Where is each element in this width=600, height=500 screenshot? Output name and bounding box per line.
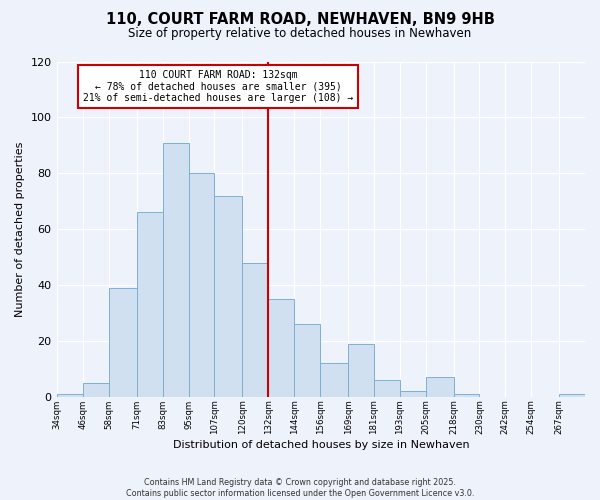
Bar [559, 394, 585, 397]
Bar [242, 262, 268, 397]
Bar [400, 391, 425, 397]
Text: Contains HM Land Registry data © Crown copyright and database right 2025.
Contai: Contains HM Land Registry data © Crown c… [126, 478, 474, 498]
Bar [454, 394, 479, 397]
Bar [109, 288, 137, 397]
X-axis label: Distribution of detached houses by size in Newhaven: Distribution of detached houses by size … [173, 440, 469, 450]
Bar [268, 299, 294, 397]
Bar [137, 212, 163, 397]
Y-axis label: Number of detached properties: Number of detached properties [15, 142, 25, 317]
Bar [425, 377, 454, 397]
Bar [214, 196, 242, 397]
Text: 110 COURT FARM ROAD: 132sqm
← 78% of detached houses are smaller (395)
21% of se: 110 COURT FARM ROAD: 132sqm ← 78% of det… [83, 70, 353, 103]
Bar [348, 344, 374, 397]
Bar [320, 364, 348, 397]
Text: Size of property relative to detached houses in Newhaven: Size of property relative to detached ho… [128, 28, 472, 40]
Text: 110, COURT FARM ROAD, NEWHAVEN, BN9 9HB: 110, COURT FARM ROAD, NEWHAVEN, BN9 9HB [106, 12, 494, 28]
Bar [188, 174, 214, 397]
Bar [163, 142, 188, 397]
Bar [57, 394, 83, 397]
Bar [294, 324, 320, 397]
Bar [83, 383, 109, 397]
Bar [374, 380, 400, 397]
